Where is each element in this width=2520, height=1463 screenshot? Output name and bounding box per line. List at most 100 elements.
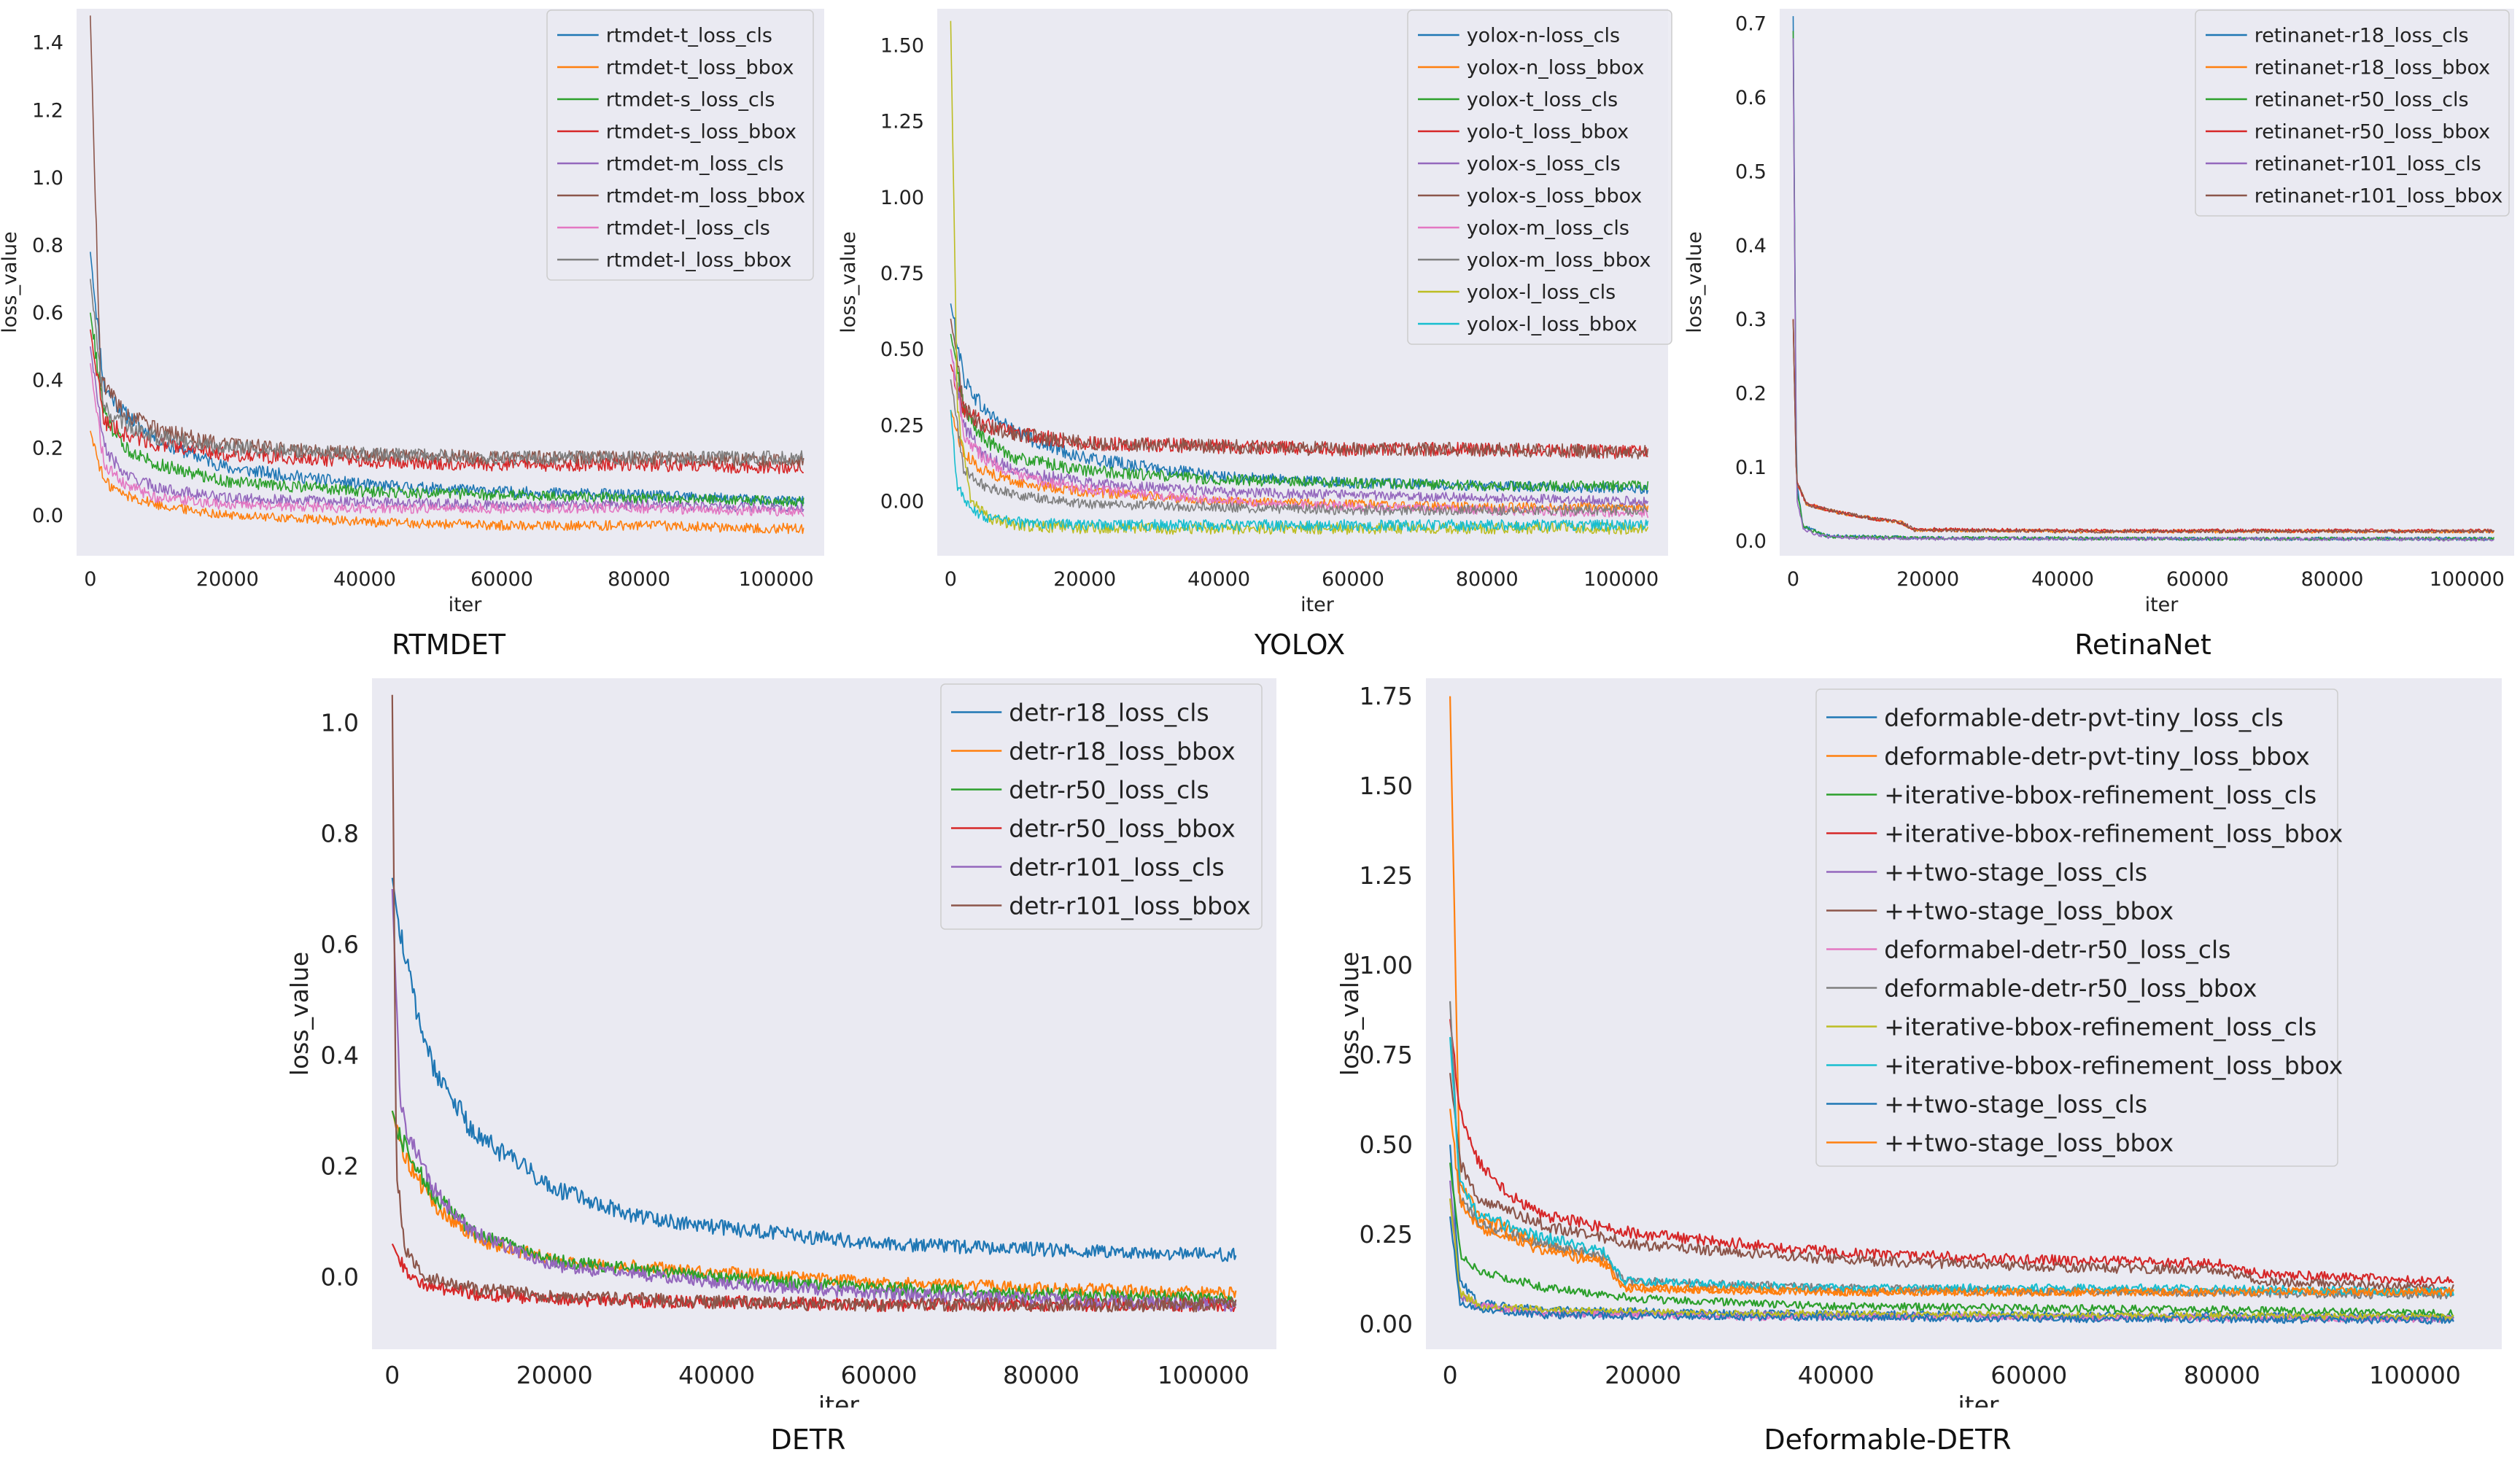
y-tick-label: 0.1 <box>1735 457 1767 479</box>
x-tick-label: 0 <box>945 568 957 591</box>
caption-retinanet: RetinaNet <box>2074 629 2211 661</box>
y-tick-label: 1.25 <box>880 111 924 133</box>
series-lines <box>950 20 1649 535</box>
legend-label: ++two-stage_loss_cls <box>1884 1090 2147 1118</box>
x-tick-label: 20000 <box>1053 568 1116 591</box>
series-line <box>1449 1109 2454 1297</box>
y-tick-label: 0.50 <box>1360 1130 1413 1159</box>
legend-label: +iterative-bbox-refinement_loss_bbox <box>1884 1051 2343 1079</box>
y-tick-label: 1.0 <box>32 167 63 190</box>
y-tick-label: 0.4 <box>1735 235 1767 257</box>
y-tick-label: 0.6 <box>32 302 63 325</box>
y-tick-label: 1.4 <box>32 32 63 55</box>
x-tick-label: 80000 <box>608 568 670 591</box>
y-axis-label: loss_value <box>285 952 314 1076</box>
legend-label: rtmdet-t_loss_bbox <box>606 57 794 79</box>
series-lines <box>1792 16 2495 542</box>
legend-label: rtmdet-l_loss_cls <box>606 217 770 240</box>
x-tick-label: 80000 <box>1003 1361 1079 1389</box>
legend-label: yolox-m_loss_cls <box>1467 217 1629 240</box>
y-tick-label: 0.7 <box>1735 13 1767 36</box>
caption-deformable-detr: Deformable-DETR <box>1764 1424 2012 1456</box>
series-line <box>1449 1001 2454 1300</box>
caption-rtmdet: RTMDET <box>391 629 506 661</box>
y-tick-label: 0.4 <box>321 1041 359 1070</box>
legend-box <box>546 9 814 281</box>
series-line <box>90 430 805 535</box>
legend-label: ++two-stage_loss_bbox <box>1884 1128 2174 1157</box>
deformable-detr-loss-chart: 0 20000 40000 60000 80000 100000 0.00 0.25 0.50 0… <box>1335 678 2502 1408</box>
legend-label: rtmdet-m_loss_cls <box>606 153 784 176</box>
legend-label: detr-r18_loss_bbox <box>1009 737 1235 765</box>
y-tick-label: 0.5 <box>1735 160 1767 183</box>
legend-label: detr-r50_loss_cls <box>1009 775 1209 804</box>
x-tick-label: 20000 <box>1896 568 1959 591</box>
x-tick-label: 80000 <box>2184 1361 2260 1389</box>
legend-label: yolox-n_loss_bbox <box>1467 57 1645 79</box>
rtmdet-loss-chart: 0 20000 40000 60000 80000 100000 0.0 0.2 0.4 0.6 0… <box>0 9 824 616</box>
x-tick-label: 60000 <box>470 568 533 591</box>
caption-detr: DETR <box>770 1424 846 1456</box>
legend-label: detr-r18_loss_cls <box>1009 698 1209 726</box>
legend-label: rtmdet-m_loss_bbox <box>606 185 805 208</box>
yolox-loss-chart: 0 20000 40000 60000 80000 100000 0.00 0.25 0.50 0… <box>839 9 1672 616</box>
x-tick-label: 100000 <box>2369 1361 2461 1389</box>
legend-label: deformable-detr-pvt-tiny_loss_bbox <box>1884 742 2310 770</box>
x-tick-label: 20000 <box>196 568 259 591</box>
y-tick-label: 0.4 <box>32 370 63 392</box>
x-tick-label: 80000 <box>2301 568 2364 591</box>
series-line <box>1449 1019 2454 1285</box>
series-lines <box>90 15 805 535</box>
retinanet-loss-chart: 0 20000 40000 60000 80000 100000 0.0 0.1 0.2 0.3 0… <box>1685 9 2514 616</box>
series-line <box>1449 1073 2454 1294</box>
legend-box <box>940 683 1263 930</box>
legend-label: +iterative-bbox-refinement_loss_bbox <box>1884 819 2343 847</box>
x-tick-label: 80000 <box>1456 568 1519 591</box>
x-tick-label: 40000 <box>678 1361 755 1389</box>
x-tick-label: 60000 <box>1990 1361 2067 1389</box>
y-axis-label: loss_value <box>1335 952 1364 1076</box>
legend-label: ++two-stage_loss_bbox <box>1884 896 2174 925</box>
y-tick-label: 0.0 <box>32 505 63 527</box>
legend-label: retinanet-r101_loss_cls <box>2255 153 2481 176</box>
x-tick-label: 0 <box>1443 1361 1458 1389</box>
x-tick-label: 20000 <box>1605 1361 1681 1389</box>
legend-box <box>2195 9 2510 217</box>
y-tick-label: 1.75 <box>1360 682 1413 710</box>
series-line <box>950 379 1648 516</box>
series-line <box>90 362 805 517</box>
legend-label: yolox-n-loss_cls <box>1467 25 1620 47</box>
series-line <box>1449 1036 2454 1297</box>
series-line <box>950 333 1649 492</box>
y-tick-label: 0.2 <box>321 1152 359 1181</box>
y-tick-label: 1.0 <box>321 708 359 737</box>
legend-label: rtmdet-s_loss_cls <box>606 89 775 112</box>
series-line <box>391 877 1237 1262</box>
y-tick-label: 0.3 <box>1735 308 1767 331</box>
y-tick-label: 0.00 <box>1360 1310 1413 1338</box>
series-line <box>950 409 1649 532</box>
series-line <box>950 409 1649 513</box>
legend-box <box>1815 688 2338 1167</box>
y-tick-label: 0.0 <box>321 1263 359 1292</box>
legend-label: deformabel-detr-r50_loss_cls <box>1884 935 2230 963</box>
series-line <box>1792 319 2494 534</box>
x-axis-label: iter <box>1958 1391 1999 1408</box>
x-tick-label: 40000 <box>1187 568 1250 591</box>
legend-label: detr-r50_loss_bbox <box>1009 814 1235 842</box>
x-tick-label: 20000 <box>516 1361 593 1389</box>
legend-label: deformable-detr-pvt-tiny_loss_cls <box>1884 703 2283 732</box>
legend-label: yolo-t_loss_bbox <box>1467 121 1629 144</box>
x-tick-label: 0 <box>1787 568 1799 591</box>
legend-label: +iterative-bbox-refinement_loss_cls <box>1884 780 2317 809</box>
y-tick-label: 1.50 <box>1360 772 1413 800</box>
y-tick-label: 0.6 <box>1735 87 1767 109</box>
y-tick-label: 0.8 <box>321 819 359 847</box>
x-tick-label: 0 <box>384 1361 400 1389</box>
x-axis-label: iter <box>818 1391 859 1408</box>
legend-label: yolox-m_loss_bbox <box>1467 249 1651 272</box>
y-tick-label: 0.75 <box>880 263 924 285</box>
x-axis-label: iter <box>1300 594 1335 616</box>
series-line <box>391 694 1237 1313</box>
legend-label: retinanet-r50_loss_cls <box>2255 89 2469 112</box>
